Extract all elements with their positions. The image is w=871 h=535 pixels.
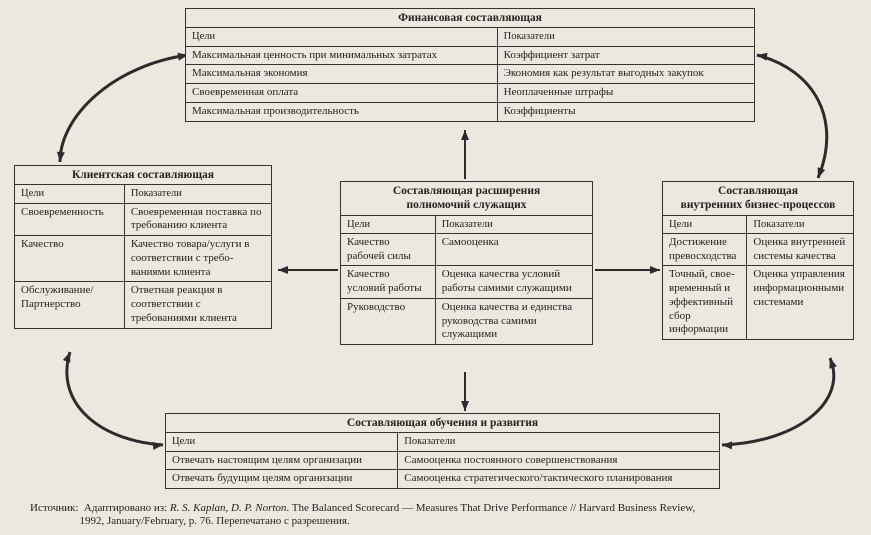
box-employee-title: Составляющая расширения полномочий служа… [341, 182, 593, 216]
col-metrics: Показатели [435, 215, 592, 233]
table-row: Точный, свое­временный и эффектив­ный сб… [663, 266, 854, 340]
box-customer: Клиентская составляющая Цели Показатели … [14, 165, 272, 329]
col-metrics: Показатели [398, 433, 720, 451]
box-employee-empowerment: Составляющая расширения полномочий служа… [340, 181, 593, 345]
col-goals: Цели [186, 28, 498, 46]
col-goals: Цели [15, 185, 125, 203]
col-metrics: Показатели [747, 215, 854, 233]
col-metrics: Показатели [124, 185, 271, 203]
col-goals: Цели [341, 215, 436, 233]
table-row: Максимальная ценность при минимальных за… [186, 46, 755, 65]
table-row: Максимальная производительностьКоэффицие… [186, 102, 755, 121]
box-internal-process: Составляющая внутренних бизнес-процессов… [662, 181, 854, 340]
table-row: Максимальная экономияЭкономия как резуль… [186, 65, 755, 84]
table-row: СвоевременностьСвоевременная поставка по… [15, 203, 272, 236]
source-citation: Источник: Адаптировано из: R. S. Kaplan,… [30, 502, 850, 530]
box-internal-title: Составляющая внутренних бизнес-процессов [663, 182, 854, 216]
table-row: КачествоКачество товара/услуги в соответ… [15, 236, 272, 282]
box-financial: Финансовая составляющая Цели Показатели … [185, 8, 755, 122]
table-row: Качество рабочей силыСамооценка [341, 233, 593, 266]
box-learning: Составляющая обучения и развития Цели По… [165, 413, 720, 489]
table-row: Своевременная оплатаНеоплаченные штрафы [186, 84, 755, 103]
col-metrics: Показатели [497, 28, 754, 46]
table-row: Отвечать настоящим целям организацииСамо… [166, 451, 720, 470]
table-row: Качество условий работыОценка качества у… [341, 266, 593, 299]
diagram-stage: { "layout":{ "canvas_w":871,"canvas_h":5… [0, 0, 871, 535]
box-customer-title: Клиентская составляющая [15, 166, 272, 185]
table-row: Достижение превосходстваОценка внутренне… [663, 233, 854, 266]
col-goals: Цели [663, 215, 747, 233]
col-goals: Цели [166, 433, 398, 451]
table-row: РуководствоОценка качества и единства ру… [341, 298, 593, 344]
table-row: Обслуживание/ ПартнерствоОтветная реакци… [15, 282, 272, 328]
box-financial-title: Финансовая составляющая [186, 9, 755, 28]
box-learning-title: Составляющая обучения и развития [166, 414, 720, 433]
table-row: Отвечать будущим целям организацииСамооц… [166, 470, 720, 489]
